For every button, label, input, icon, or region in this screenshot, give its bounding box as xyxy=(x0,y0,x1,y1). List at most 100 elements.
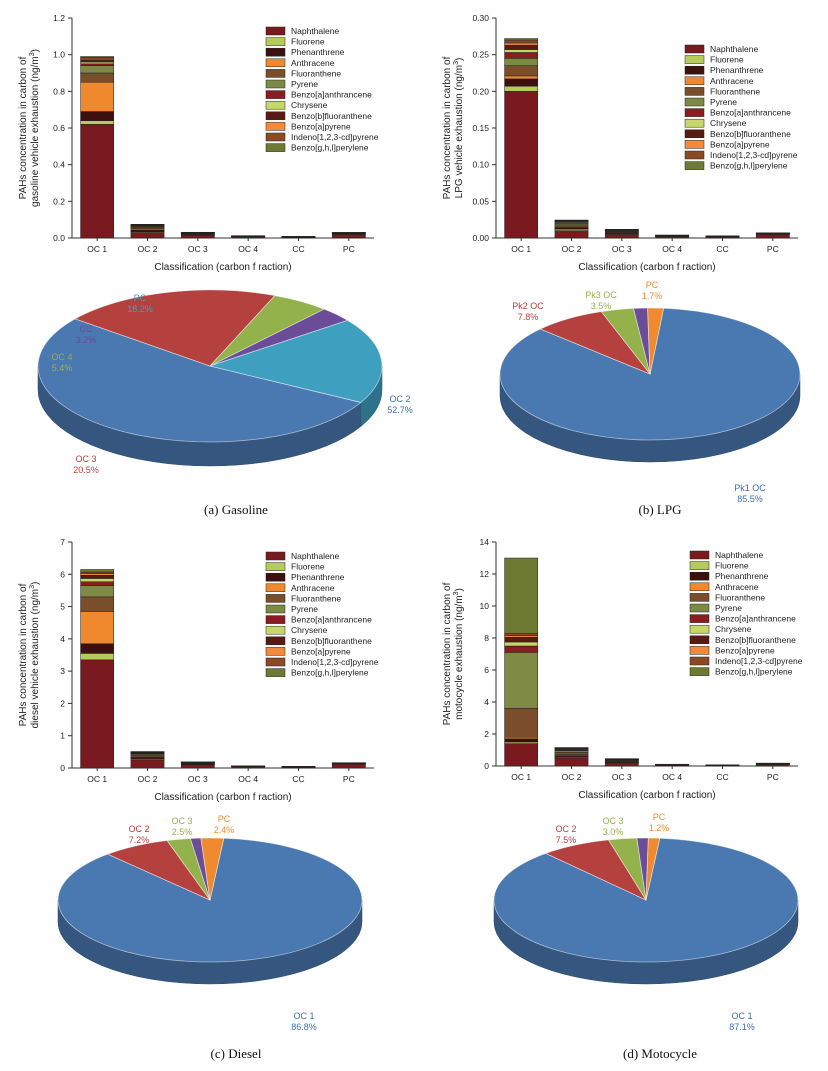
bar-segment xyxy=(80,569,115,573)
bar-segment xyxy=(80,61,115,65)
legend-label: Fluoranthene xyxy=(715,592,765,602)
legend-swatch xyxy=(684,150,705,160)
legend-swatch xyxy=(265,583,286,593)
legend-swatch xyxy=(684,108,705,117)
legend-swatch xyxy=(689,593,710,602)
legend-label: Phenanthrene xyxy=(291,572,345,582)
y-tick-label: 0.8 xyxy=(53,86,65,96)
y-axis-title-line2: LPG vehicle exhaustion (ng/m3) xyxy=(453,58,465,199)
pie-slice-percent: 7.5% xyxy=(556,835,577,845)
pie-slice-label: PC xyxy=(134,293,147,303)
pie-slice-label: PC xyxy=(218,814,231,824)
y-axis-title-line2: diesel vehicle exhaustion (ng/m3) xyxy=(29,582,41,729)
legend-label: Benzo[a]pyrene xyxy=(291,121,351,131)
legend-swatch xyxy=(265,111,286,121)
pie-slice-label: OC 3 xyxy=(602,816,623,826)
pie-slice xyxy=(208,319,383,403)
x-tick-label: OC 1 xyxy=(511,244,531,254)
legend-label: Benzo[a]pyrene xyxy=(710,139,770,149)
y-tick-label: 0 xyxy=(60,763,65,773)
legend-swatch xyxy=(265,47,286,57)
pie-slice-label: CC xyxy=(80,324,93,334)
bar-segment xyxy=(504,39,539,44)
bar-segment xyxy=(504,44,539,50)
y-axis-title-text: motocycle exhaustion (ng/m xyxy=(454,595,465,720)
bar-segment xyxy=(554,752,589,756)
y-tick-label: 14 xyxy=(480,537,490,547)
y-axis-title-line1: PAHs concentration in carbon of xyxy=(18,583,29,726)
x-tick-label: OC 4 xyxy=(662,772,682,782)
legend-label: Pyrene xyxy=(291,79,318,89)
legend-label: Benzo[g,h,l]perylene xyxy=(710,161,788,171)
bar-segment xyxy=(80,124,115,239)
bar-segment xyxy=(554,747,589,749)
x-tick-label: OC 3 xyxy=(612,772,632,782)
pie-slice-percent: 3.5% xyxy=(591,301,612,311)
legend-label: Anthracene xyxy=(710,76,754,86)
legend-swatch xyxy=(684,129,705,139)
x-tick-label: OC 4 xyxy=(662,244,682,254)
y-axis-title-line1: PAHs concentration in carbon of xyxy=(442,582,453,725)
legend-label: Benzo[g,h,l]perylene xyxy=(715,667,793,677)
bar-segment xyxy=(504,65,539,77)
y-axis-title-text: LPG vehicle exhaustion (ng/m xyxy=(454,65,465,198)
bar-segment xyxy=(331,763,366,769)
y-axis-title-superscript: 3 xyxy=(453,61,460,65)
y-tick-label: 0.25 xyxy=(472,50,489,60)
bar-segment xyxy=(180,764,215,769)
legend-label: Fluorene xyxy=(291,562,325,572)
legend-swatch xyxy=(265,90,286,99)
legend-label: Benzo[g,h,l]perylene xyxy=(291,668,369,678)
pie-slice-label: OC 1 xyxy=(293,1011,314,1021)
legend-swatch xyxy=(689,603,710,613)
bar-segment xyxy=(80,659,115,769)
pie-slice-percent: 7.8% xyxy=(518,312,539,322)
legend-label: Benzo[a]anthrancene xyxy=(291,615,372,625)
bar-segment xyxy=(80,611,115,644)
y-axis-title-line1: PAHs concentration in carbon of xyxy=(442,56,453,199)
legend-swatch xyxy=(684,140,705,149)
y-axis-title-unit-close: ) xyxy=(30,582,41,585)
legend-label: Pyrene xyxy=(710,97,737,107)
y-tick-label: 3 xyxy=(60,666,65,676)
legend-label: Benzo[b]fluoranthene xyxy=(291,636,372,646)
y-tick-label: 0.05 xyxy=(472,196,489,206)
legend-swatch xyxy=(265,69,286,78)
y-tick-label: 5 xyxy=(60,602,65,612)
legend-label: Fluorene xyxy=(710,55,744,65)
legend-label: Benzo[b]fluoranthene xyxy=(291,111,372,121)
pie-slice-percent: 2.4% xyxy=(214,825,235,835)
legend: NaphthaleneFluorenePhenanthreneAnthracen… xyxy=(265,551,379,678)
y-tick-label: 7 xyxy=(60,537,65,547)
x-tick-label: OC 2 xyxy=(138,244,158,254)
x-axis-title: Classification (carbon f raction) xyxy=(578,262,715,273)
pie-slice xyxy=(645,837,661,901)
bar-segment xyxy=(554,230,589,239)
y-tick-label: 1.2 xyxy=(53,13,65,23)
pie-slice-percent: 18.2% xyxy=(127,304,153,314)
panel-caption: (d) Motocycle xyxy=(623,1046,697,1061)
legend-swatch xyxy=(689,582,710,592)
legend-label: Fluorene xyxy=(291,37,325,47)
x-tick-label: OC 3 xyxy=(188,774,208,784)
bar-segment xyxy=(504,743,539,767)
pie-slice-label: OC 3 xyxy=(171,816,192,826)
bar-segment xyxy=(80,111,115,121)
y-axis-title-unit-close: ) xyxy=(454,58,465,61)
y-tick-label: 2 xyxy=(484,729,489,739)
legend-label: Anthracene xyxy=(291,58,335,68)
pie-slice-percent: 1.2% xyxy=(649,823,670,833)
legend-swatch xyxy=(265,636,286,646)
legend-label: Indeno[1,2,3-cd]pyrene xyxy=(715,656,803,666)
legend-label: Indeno[1,2,3-cd]pyrene xyxy=(291,132,379,142)
pie-slice-label: Pk2 OC xyxy=(512,301,544,311)
x-tick-label: OC 2 xyxy=(138,774,158,784)
legend: NaphthaleneFluorenePhenanthreneAnthracen… xyxy=(689,550,803,677)
pie-slice-label: OC 4 xyxy=(51,352,72,362)
legend-swatch xyxy=(689,550,710,560)
legend-label: Fluorene xyxy=(715,561,749,571)
y-axis-title-superscript: 3 xyxy=(453,591,460,595)
legend-swatch xyxy=(689,614,710,623)
bar-segment xyxy=(554,757,589,767)
